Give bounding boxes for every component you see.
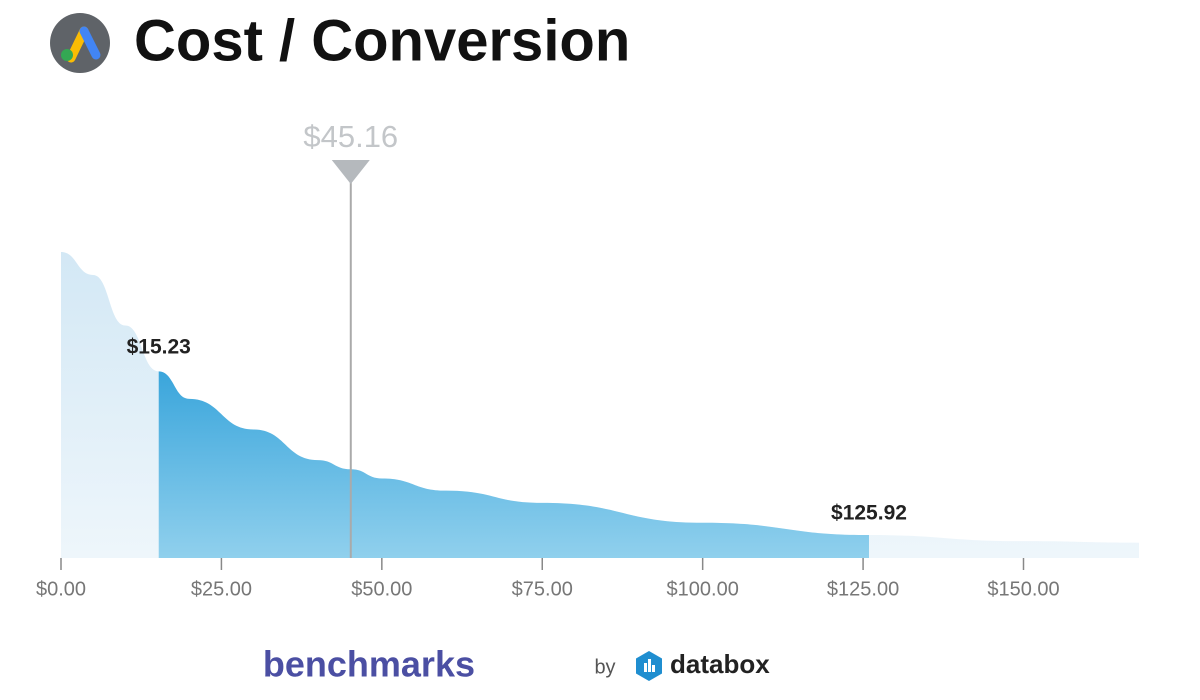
x-tick-label: $125.00 <box>827 578 899 600</box>
interquartile-area <box>158 371 869 558</box>
lower-label: $15.23 <box>127 336 191 359</box>
x-tick-label: $50.00 <box>351 578 412 600</box>
x-tick-label: $150.00 <box>987 578 1059 600</box>
x-tick-label: $25.00 <box>191 578 252 600</box>
footer-partner: databox <box>670 649 770 679</box>
footer-brand: benchmarks <box>263 644 475 685</box>
footer-by: by <box>594 656 615 678</box>
x-tick-label: $100.00 <box>667 578 739 600</box>
median-label: $45.16 <box>303 119 398 154</box>
databox-logo <box>636 651 662 681</box>
chart-title: Cost / Conversion <box>134 8 630 73</box>
x-tick-label: $0.00 <box>36 578 86 600</box>
median-pointer <box>331 160 370 184</box>
x-tick-label: $75.00 <box>512 578 573 600</box>
upper-label: $125.92 <box>831 502 907 525</box>
logo <box>50 13 110 73</box>
